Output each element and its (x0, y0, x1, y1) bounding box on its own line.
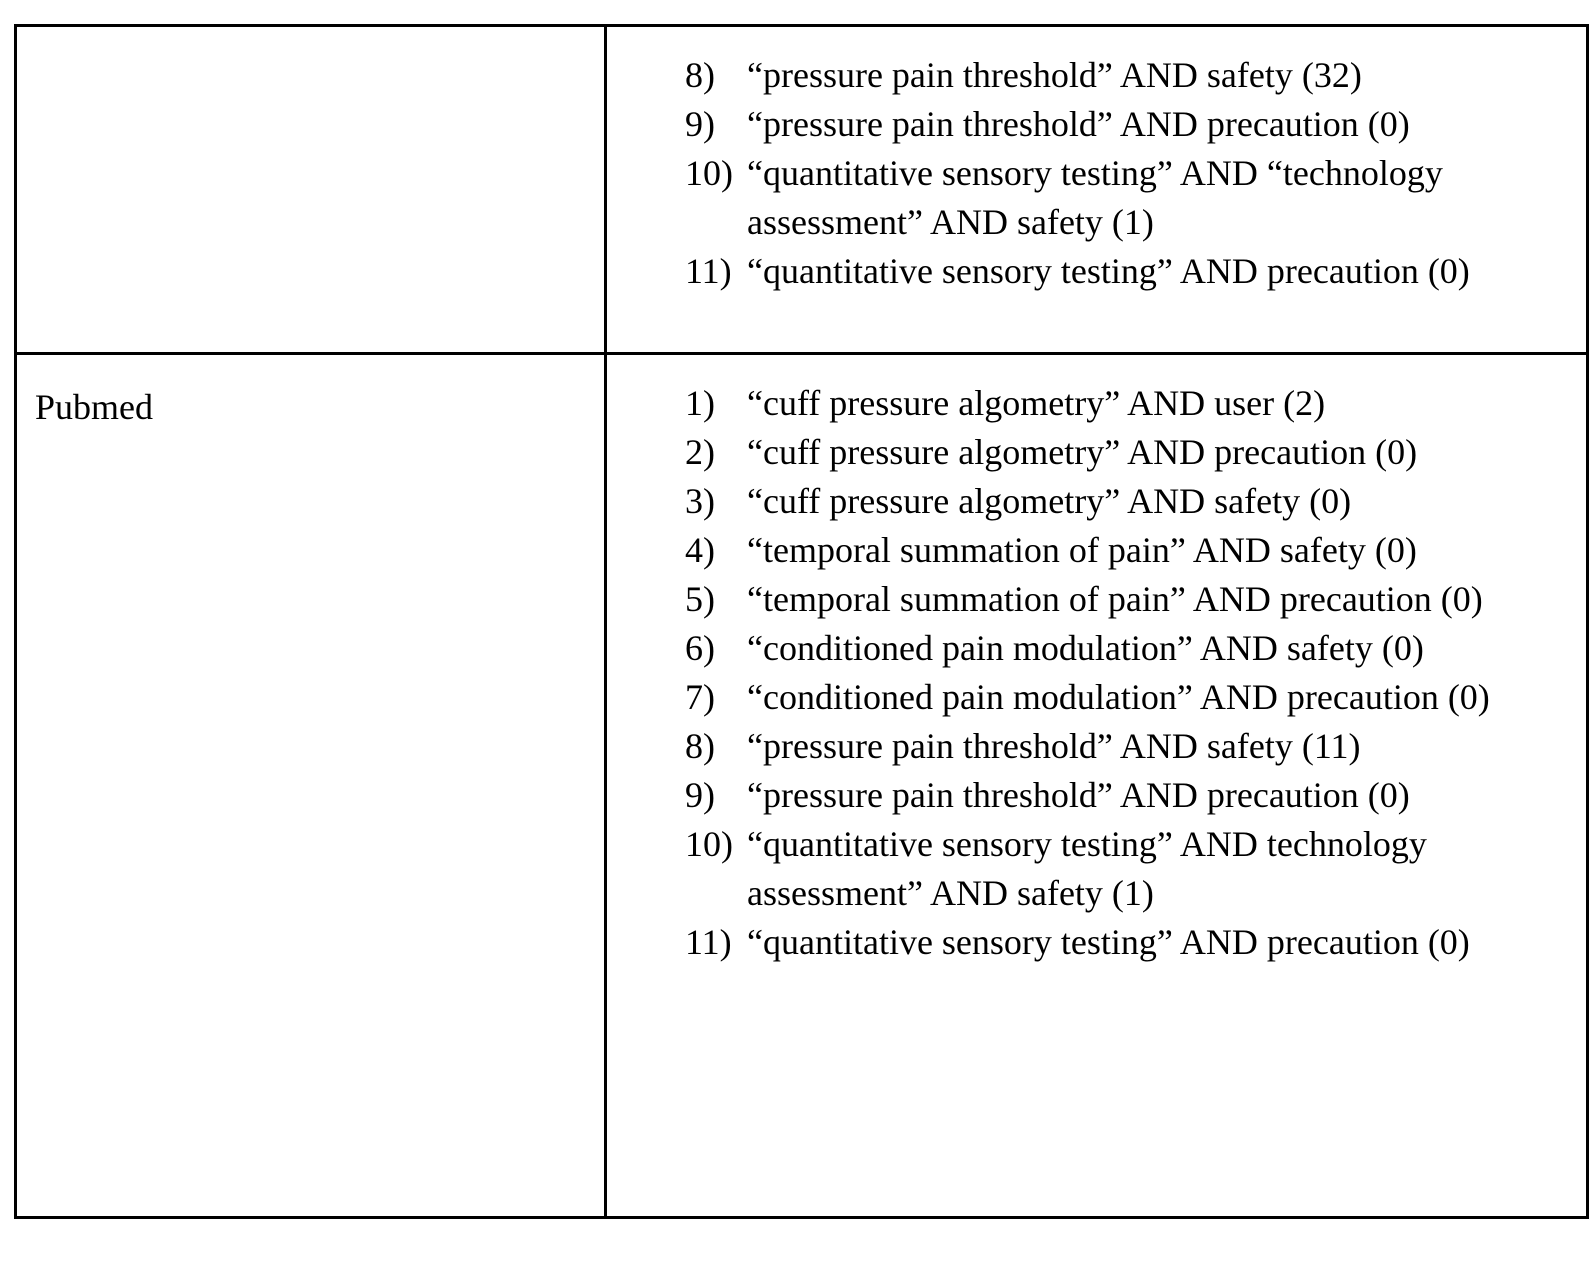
item-number: 4) (685, 530, 715, 570)
search-query: “pressure pain threshold” AND safety (32… (747, 55, 1362, 95)
list-item: 10) “quantitative sensory testing” AND t… (607, 820, 1586, 918)
list-item: 8) “pressure pain threshold” AND safety … (607, 722, 1586, 771)
table-row: 8) “pressure pain threshold” AND safety … (14, 24, 1589, 355)
item-number: 6) (685, 628, 715, 668)
search-query: “cuff pressure algometry” AND safety (0) (747, 481, 1352, 521)
search-query: “pressure pain threshold” AND safety (11… (747, 726, 1361, 766)
list-item: 5) “temporal summation of pain” AND prec… (607, 575, 1586, 624)
search-term-list: 1) “cuff pressure algometry” AND user (2… (607, 355, 1586, 967)
search-query: “pressure pain threshold” AND precaution… (747, 775, 1410, 815)
search-query: “quantitative sensory testing” AND preca… (747, 251, 1470, 291)
database-cell (14, 24, 607, 355)
item-number: 3) (685, 481, 715, 521)
search-terms-cell: 8) “pressure pain threshold” AND safety … (604, 24, 1589, 355)
item-number: 8) (685, 55, 715, 95)
search-query: “quantitative sensory testing” AND “tech… (747, 153, 1443, 242)
item-number: 10) (685, 824, 733, 864)
search-query: “conditioned pain modulation” AND safety… (747, 628, 1424, 668)
list-item: 2) “cuff pressure algometry” AND precaut… (607, 428, 1586, 477)
list-item: 4) “temporal summation of pain” AND safe… (607, 526, 1586, 575)
search-query: “cuff pressure algometry” AND precaution… (747, 432, 1418, 472)
item-number: 7) (685, 677, 715, 717)
search-query: “quantitative sensory testing” AND techn… (747, 824, 1427, 913)
list-item: 1) “cuff pressure algometry” AND user (2… (607, 379, 1586, 428)
list-item: 11) “quantitative sensory testing” AND p… (607, 918, 1586, 967)
database-name (17, 27, 604, 55)
list-item: 10) “quantitative sensory testing” AND “… (607, 149, 1586, 247)
database-name: Pubmed (35, 387, 154, 427)
table-row: Pubmed 1) “cuff pressure algometry” AND … (14, 352, 1589, 1219)
item-number: 9) (685, 775, 715, 815)
list-item: 6) “conditioned pain modulation” AND saf… (607, 624, 1586, 673)
item-number: 10) (685, 153, 733, 193)
item-number: 1) (685, 383, 715, 423)
list-item: 7) “conditioned pain modulation” AND pre… (607, 673, 1586, 722)
search-query: “temporal summation of pain” AND safety … (747, 530, 1417, 570)
list-item: 9) “pressure pain threshold” AND precaut… (607, 771, 1586, 820)
item-number: 9) (685, 104, 715, 144)
search-query: “pressure pain threshold” AND precaution… (747, 104, 1410, 144)
item-number: 11) (685, 922, 732, 962)
list-item: 9) “pressure pain threshold” AND precaut… (607, 100, 1586, 149)
search-query: “conditioned pain modulation” AND precau… (747, 677, 1490, 717)
list-item: 3) “cuff pressure algometry” AND safety … (607, 477, 1586, 526)
search-query: “temporal summation of pain” AND precaut… (747, 579, 1483, 619)
item-number: 2) (685, 432, 715, 472)
list-item: 8) “pressure pain threshold” AND safety … (607, 51, 1586, 100)
item-number: 11) (685, 251, 732, 291)
search-query: “quantitative sensory testing” AND preca… (747, 922, 1470, 962)
search-query: “cuff pressure algometry” AND user (2) (747, 383, 1326, 423)
search-term-list: 8) “pressure pain threshold” AND safety … (607, 27, 1586, 296)
search-strategy-table: 8) “pressure pain threshold” AND safety … (14, 24, 1589, 1219)
database-cell: Pubmed (14, 352, 607, 1219)
list-item: 11) “quantitative sensory testing” AND p… (607, 247, 1586, 296)
search-terms-cell: 1) “cuff pressure algometry” AND user (2… (604, 352, 1589, 1219)
item-number: 8) (685, 726, 715, 766)
item-number: 5) (685, 579, 715, 619)
